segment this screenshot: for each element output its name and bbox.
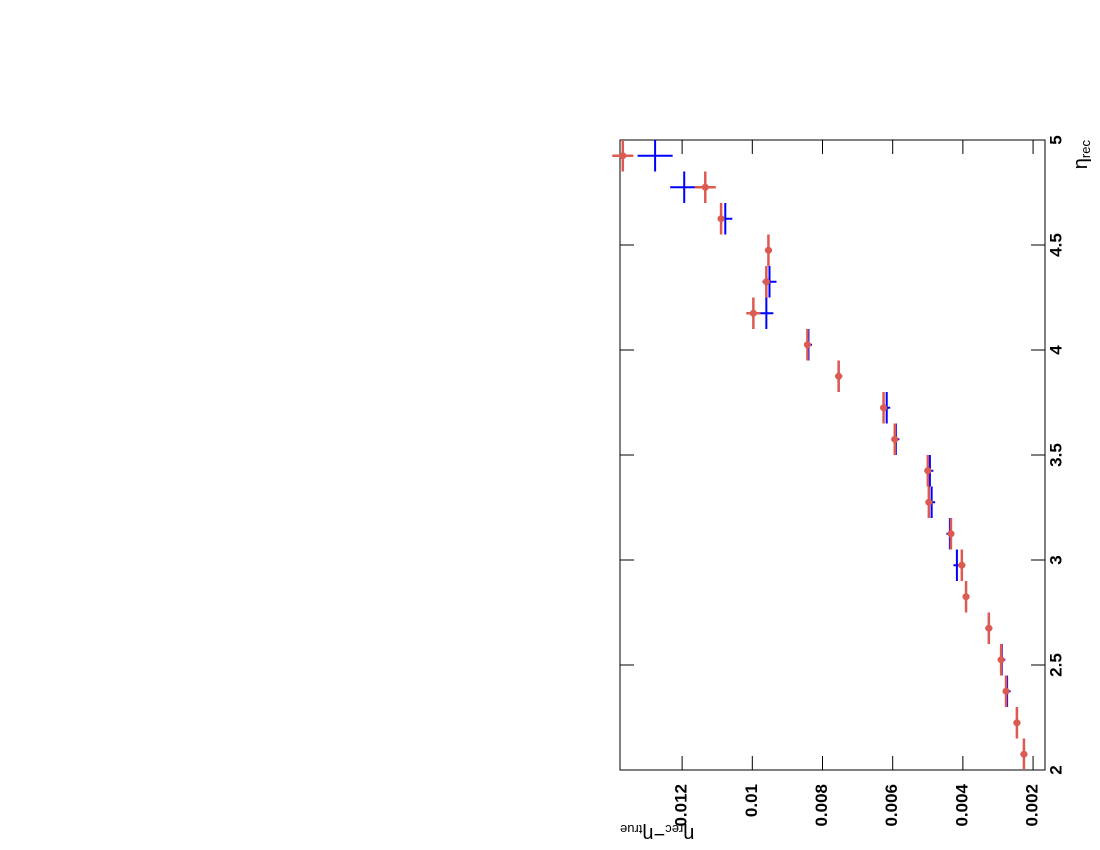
marker xyxy=(1013,719,1021,727)
y-axis-title-sub: rec xyxy=(665,822,684,837)
marker xyxy=(619,152,627,160)
marker xyxy=(925,498,933,506)
y-axis-title-symbol: η xyxy=(683,823,694,845)
y-tick-label: 0.008 xyxy=(812,784,831,827)
y-axis-title: ηrec−ηtrue xyxy=(620,822,694,845)
x-tick-label: 3.5 xyxy=(1046,443,1065,467)
x-axis-title: ηrec xyxy=(1070,140,1093,170)
frame xyxy=(619,139,1046,771)
y-tick-label: 0.012 xyxy=(672,784,691,827)
marker xyxy=(1020,750,1028,758)
marker xyxy=(764,246,772,254)
y-tick-label: 0.002 xyxy=(1023,784,1042,827)
marker xyxy=(985,624,993,632)
x-tick-label: 4 xyxy=(1046,345,1065,355)
marker xyxy=(997,656,1005,664)
x-axis-title-sub: rec xyxy=(1078,140,1093,159)
marker xyxy=(701,183,709,191)
x-tick-label: 5 xyxy=(1046,135,1065,144)
marker xyxy=(891,435,899,443)
marker xyxy=(924,467,932,475)
marker xyxy=(962,593,970,601)
x-tick-label: 4.5 xyxy=(1046,233,1065,257)
y-axis-title-sub: true xyxy=(620,822,642,837)
marker xyxy=(835,372,843,380)
marker xyxy=(880,404,888,412)
marker xyxy=(762,278,770,286)
y-axis-title-symbol: −η xyxy=(642,823,665,845)
x-tick-label: 3 xyxy=(1046,555,1065,564)
x-tick-label: 2 xyxy=(1046,765,1065,774)
marker xyxy=(749,309,757,317)
marker xyxy=(958,561,966,569)
y-tick-label: 0.01 xyxy=(742,784,761,817)
y-tick-label: 0.004 xyxy=(952,783,971,826)
y-tick-label: 0.006 xyxy=(882,784,901,827)
marker xyxy=(1002,687,1010,695)
x-tick-label: 2.5 xyxy=(1046,653,1065,677)
x-axis-title-symbol: η xyxy=(1070,158,1092,169)
marker xyxy=(717,215,725,223)
marker xyxy=(803,341,811,349)
marker xyxy=(947,530,955,538)
